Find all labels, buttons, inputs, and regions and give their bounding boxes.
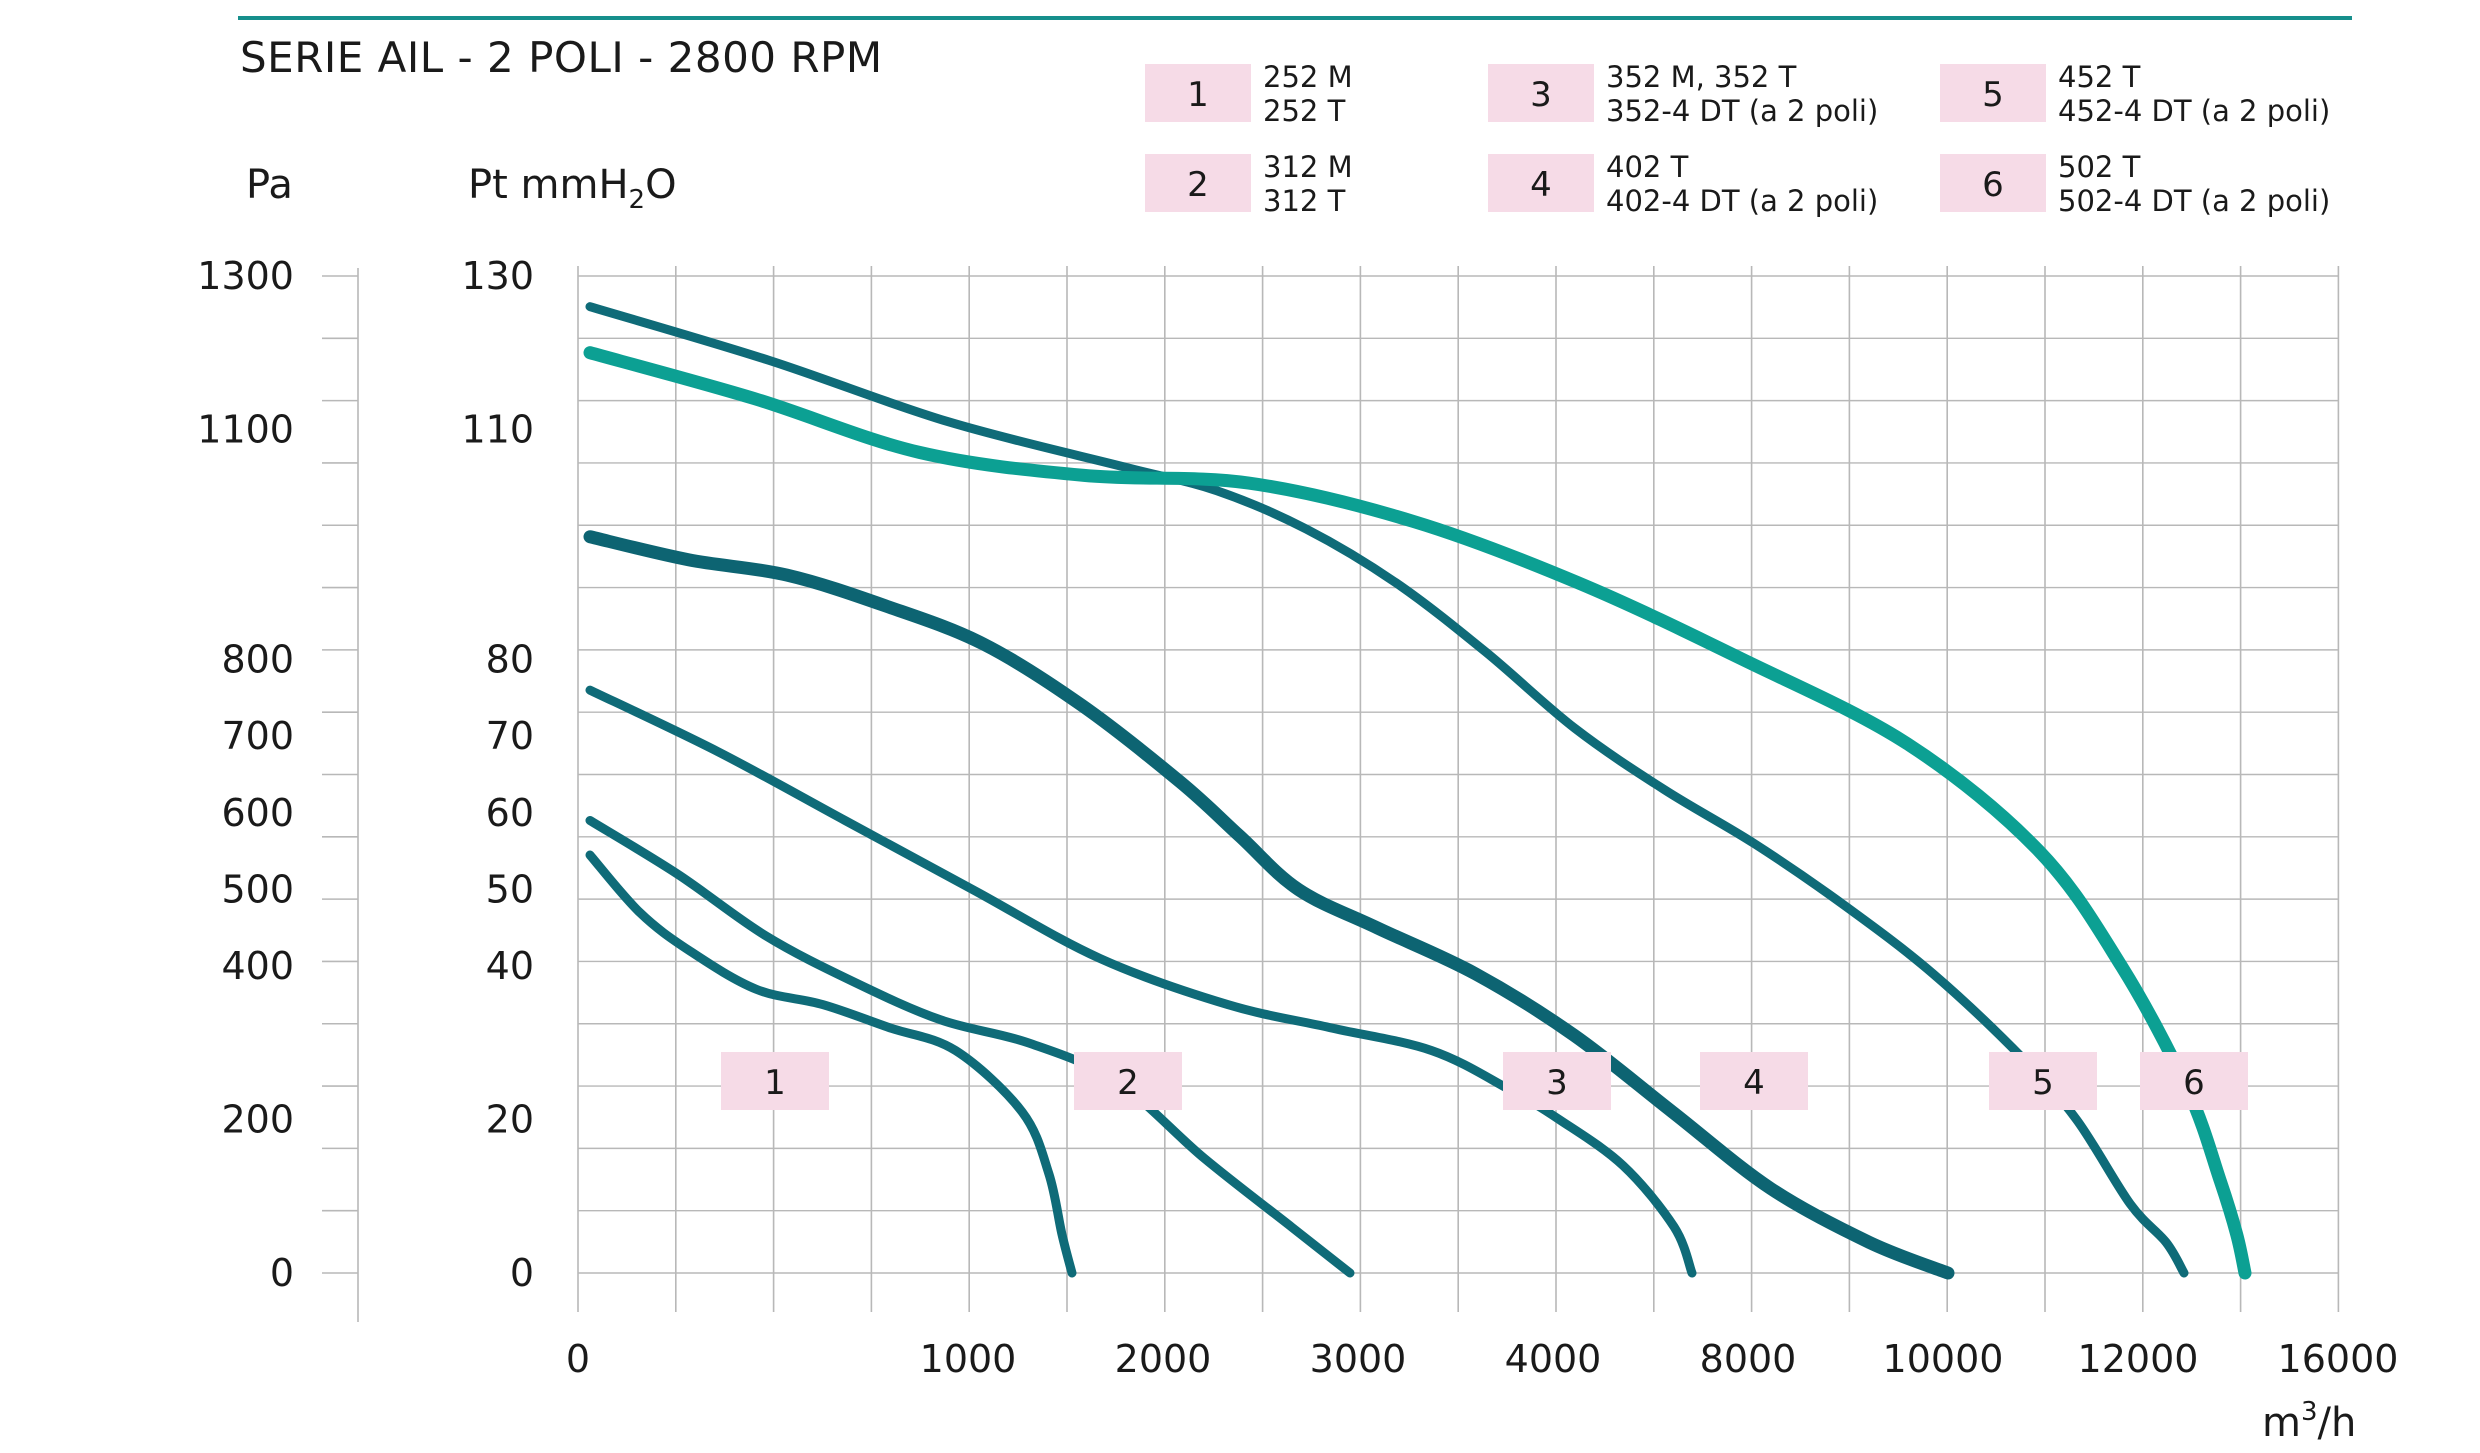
curve-4 <box>583 530 1955 1280</box>
legend-swatch <box>1145 64 1251 122</box>
pt-tick-label: 20 <box>486 1098 534 1142</box>
legend-model-line1: 352 M, 352 T <box>1606 60 1797 94</box>
x-tick-label: 0 <box>566 1337 590 1381</box>
legend-number: 6 <box>1982 165 2004 205</box>
curve-2 <box>585 816 1355 1278</box>
curve-label-number: 3 <box>1546 1063 1568 1103</box>
pa-tick-label: 1100 <box>197 407 294 451</box>
curve-label-box <box>1074 1052 1182 1110</box>
pa-tick-label: 400 <box>221 944 294 988</box>
legend-number: 3 <box>1530 75 1552 115</box>
pt-tick-label: 70 <box>486 714 534 758</box>
curve-label-number: 4 <box>1743 1063 1765 1103</box>
legend-model-line1: 502 T <box>2058 150 2141 184</box>
curve-label-box <box>721 1052 829 1110</box>
pa-tick-label: 200 <box>221 1098 294 1142</box>
pt-tick-label: 130 <box>461 254 534 298</box>
pt-tick-label: 110 <box>461 407 534 451</box>
curve-label-number: 1 <box>764 1063 786 1103</box>
curve-label-6: 6 <box>2140 1052 2248 1110</box>
pt-axis: 130 110 80 70 60 50 40 20 0 <box>461 254 534 1295</box>
pt-tick-label: 0 <box>510 1251 534 1295</box>
pa-tick-label: 700 <box>221 714 294 758</box>
legend-model-line1: 252 M <box>1263 60 1353 94</box>
x-unit-label: m3/h <box>2262 1397 2356 1446</box>
legend-number: 2 <box>1187 165 1209 205</box>
curve-label-number: 6 <box>2183 1063 2205 1103</box>
pa-tick-label: 1300 <box>197 254 294 298</box>
curve-label-box <box>2140 1052 2248 1110</box>
curve-label-1: 1 <box>721 1052 829 1110</box>
x-axis: 0 1000 2000 3000 4000 8000 10000 12000 16000 <box>566 1337 2399 1381</box>
pa-axis: 1300 1100 800 700 600 500 400 200 0 <box>197 254 358 1295</box>
curve-label-2: 2 <box>1074 1052 1182 1110</box>
curve-label-number: 5 <box>2032 1063 2054 1103</box>
legend-number: 1 <box>1187 75 1209 115</box>
curves <box>583 302 2252 1280</box>
curve-label-number: 2 <box>1117 1063 1139 1103</box>
curve-1 <box>585 850 1077 1278</box>
legend-swatch <box>1145 154 1251 212</box>
legend-swatch <box>1940 154 2046 212</box>
x-tick-label: 1000 <box>920 1337 1017 1381</box>
pa-tick-label: 600 <box>221 791 294 835</box>
pa-tick-label: 0 <box>270 1251 294 1295</box>
pa-unit-label: Pa <box>246 162 293 208</box>
legend-number: 5 <box>1982 75 2004 115</box>
pt-tick-label: 50 <box>486 868 534 912</box>
grid <box>577 266 2340 1312</box>
curve-label-box <box>1700 1052 1808 1110</box>
pt-tick-label: 80 <box>486 637 534 681</box>
curve-label-4: 4 <box>1700 1052 1808 1110</box>
curve-label-box <box>1989 1052 2097 1110</box>
pa-tick-label: 500 <box>221 868 294 912</box>
curve-label-3: 3 <box>1503 1052 1611 1110</box>
legend-number: 4 <box>1530 165 1552 205</box>
legend-model-line2: 452-4 DT (a 2 poli) <box>2058 94 2330 128</box>
curve-label-5: 5 <box>1989 1052 2097 1110</box>
x-tick-label: 3000 <box>1310 1337 1407 1381</box>
legend-model-line2: 252 T <box>1263 94 1346 128</box>
pa-tick-label: 800 <box>221 637 294 681</box>
legend-model-line1: 402 T <box>1606 150 1689 184</box>
x-tick-label: 4000 <box>1505 1337 1602 1381</box>
legend-swatch <box>1488 154 1594 212</box>
legend-model-line2: 502-4 DT (a 2 poli) <box>2058 184 2330 218</box>
x-tick-label: 12000 <box>2078 1337 2199 1381</box>
legend-model-line1: 312 M <box>1263 150 1353 184</box>
pt-tick-label: 40 <box>486 944 534 988</box>
pt-unit-label: Pt mmH2O <box>468 162 677 215</box>
curve-3 <box>585 685 1697 1278</box>
curve-labels: 1 2 3 4 5 6 <box>721 1052 2248 1110</box>
legend-swatch <box>1940 64 2046 122</box>
chart-title: SERIE AIL - 2 POLI - 2800 RPM <box>240 33 883 82</box>
legend-model-line2: 352-4 DT (a 2 poli) <box>1606 94 1878 128</box>
curve-5 <box>585 302 2189 1278</box>
legend-model-line2: 402-4 DT (a 2 poli) <box>1606 184 1878 218</box>
x-tick-label: 16000 <box>2278 1337 2399 1381</box>
x-tick-label: 2000 <box>1115 1337 1212 1381</box>
legend-swatch <box>1488 64 1594 122</box>
legend-model-line1: 452 T <box>2058 60 2141 94</box>
pt-tick-label: 60 <box>486 791 534 835</box>
legend-model-line2: 312 T <box>1263 184 1346 218</box>
x-tick-label: 8000 <box>1700 1337 1797 1381</box>
curve-label-box <box>1503 1052 1611 1110</box>
x-tick-label: 10000 <box>1883 1337 2004 1381</box>
